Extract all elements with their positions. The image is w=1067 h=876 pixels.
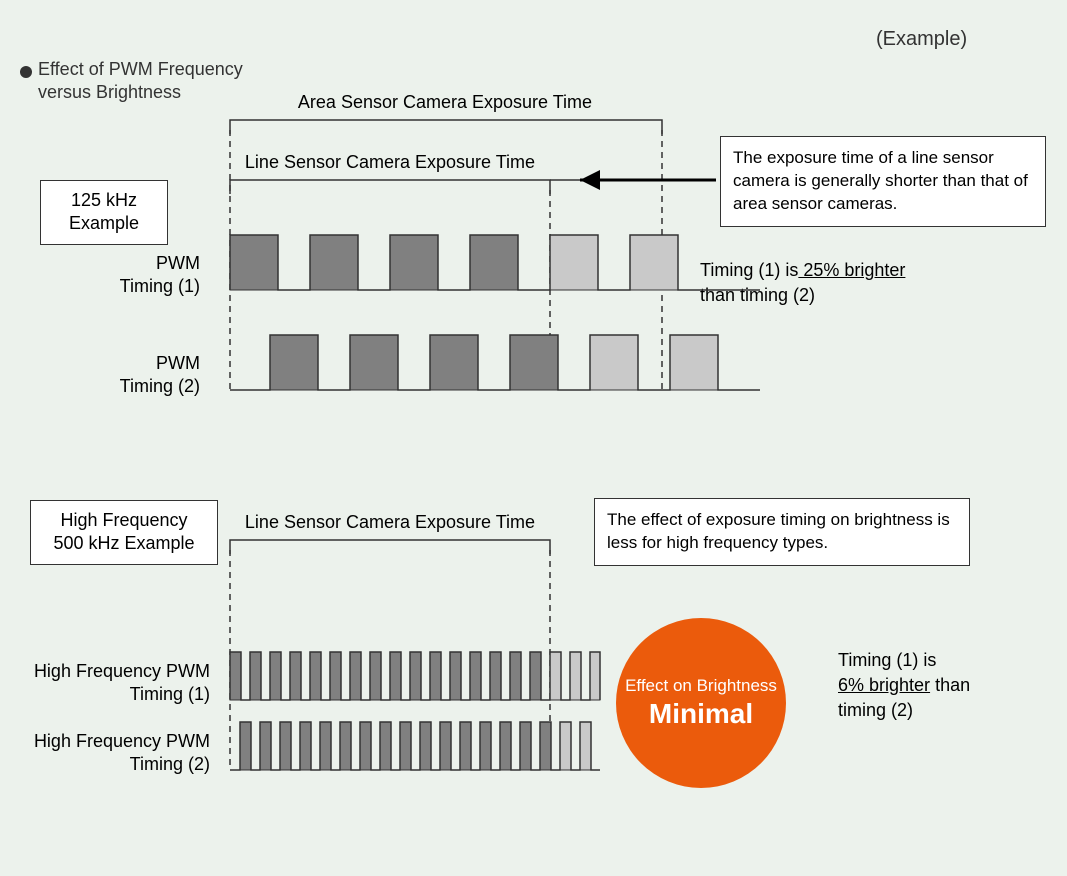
timing-diagram-svg (0, 0, 1067, 876)
